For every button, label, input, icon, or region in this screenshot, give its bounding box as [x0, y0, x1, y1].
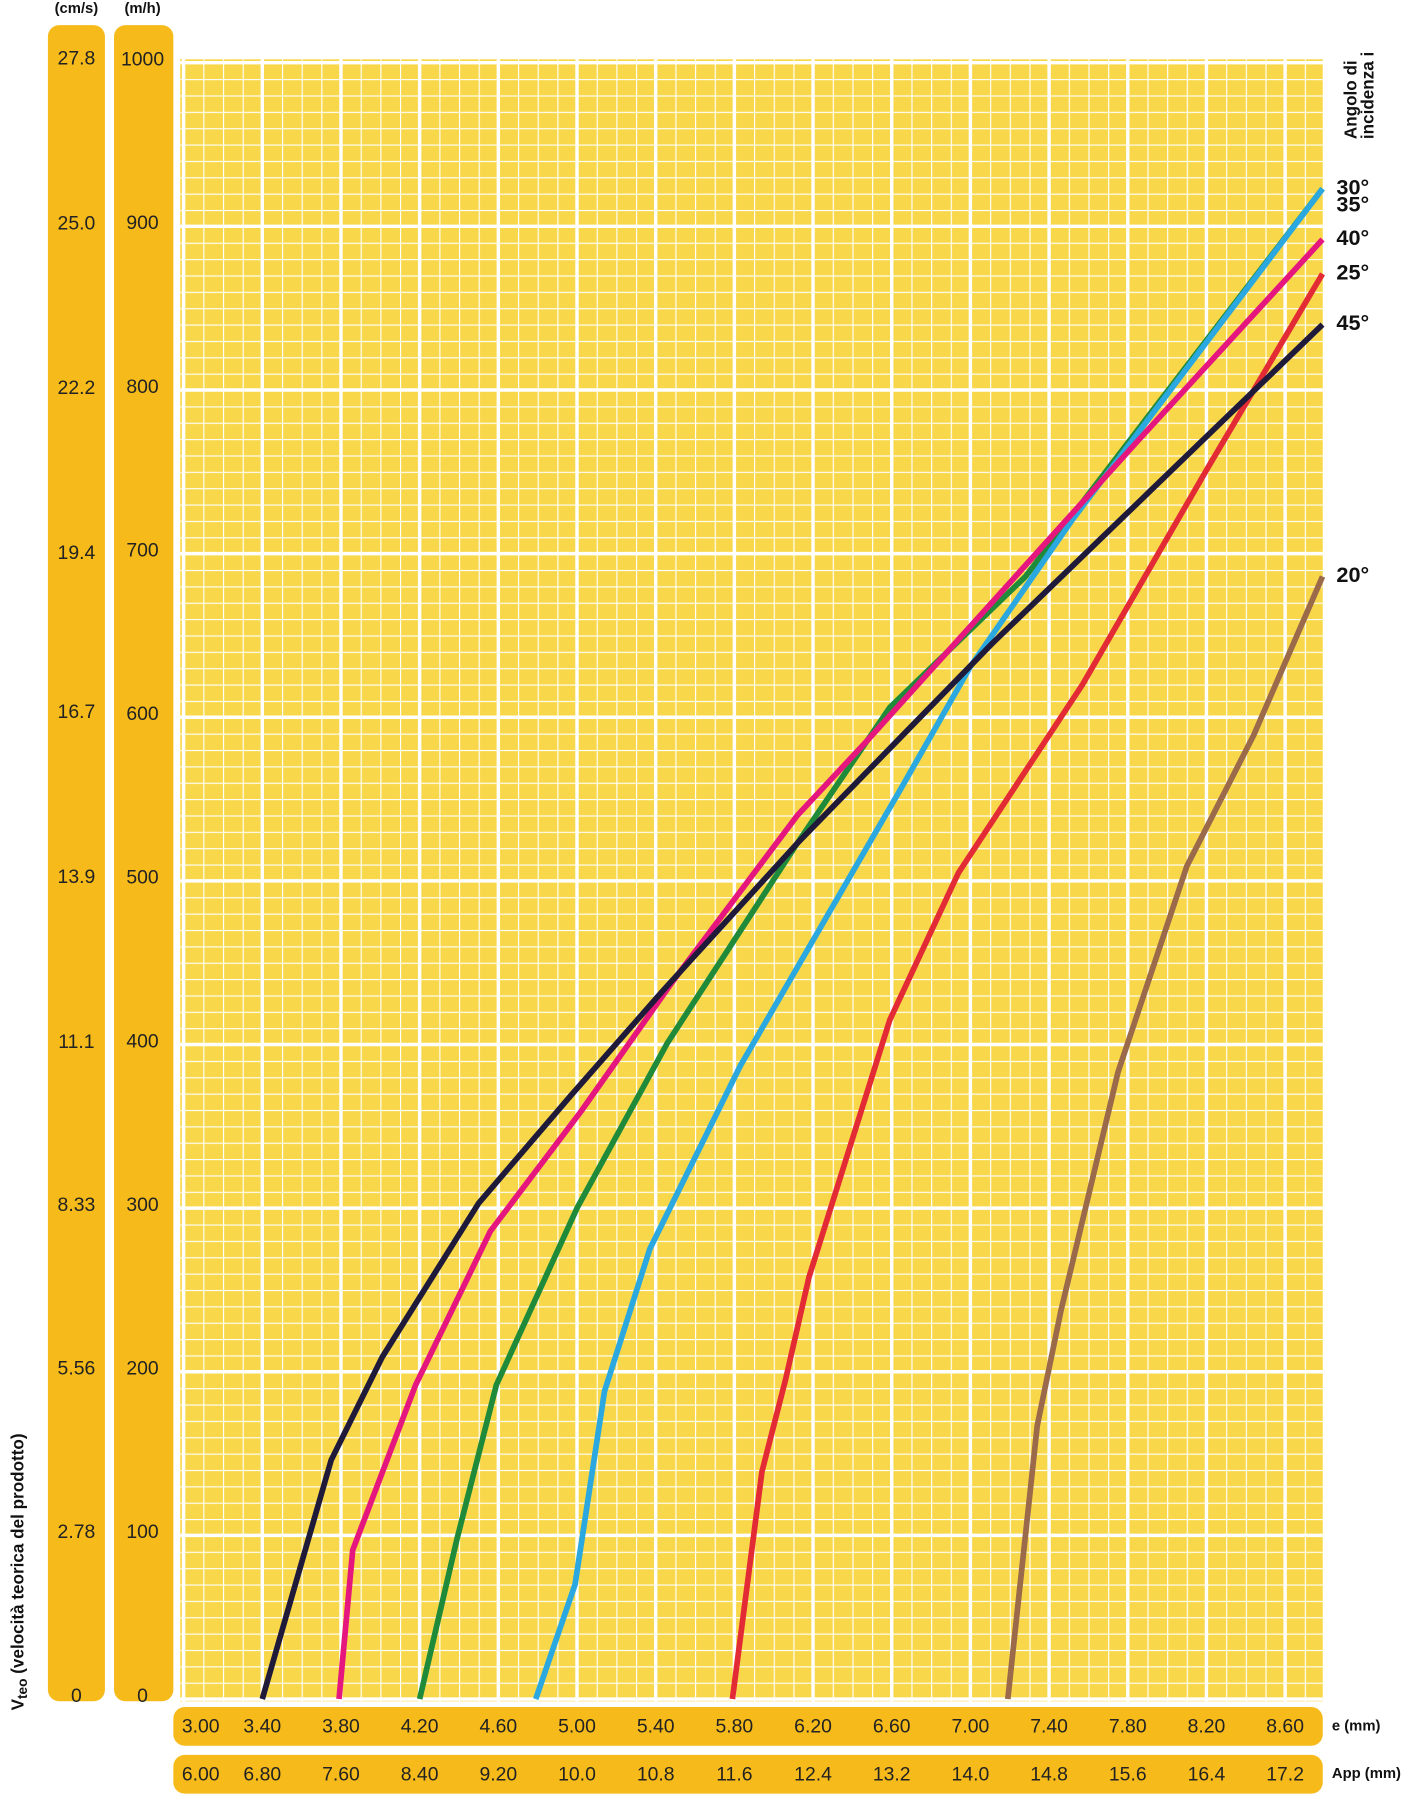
y-tick-label: 900 — [126, 212, 159, 234]
x-tick-label: 3.40 — [243, 1716, 281, 1738]
x2-tick-label: 8.40 — [401, 1764, 439, 1786]
x-tick-label: 7.40 — [1030, 1716, 1068, 1738]
y-tick-label: 700 — [126, 539, 159, 561]
x-tick-label: 3.80 — [322, 1716, 360, 1738]
y-label-rest: (velocità teorica del prodotto) — [8, 1433, 27, 1678]
y-axis-panel — [114, 25, 174, 1702]
x2-tick-label: 10.0 — [558, 1764, 596, 1786]
y2-tick-label: 5.56 — [58, 1357, 96, 1379]
x-tick-label: 4.60 — [479, 1716, 517, 1738]
x2-tick-label: 14.0 — [952, 1764, 990, 1786]
x2-tick-label: 15.6 — [1109, 1764, 1147, 1786]
y-tick-label: 200 — [126, 1358, 159, 1380]
legend-title-line: incidenza i — [1358, 52, 1377, 139]
x-tick-label: 7.80 — [1109, 1716, 1147, 1738]
x-tick-label: 5.80 — [716, 1716, 754, 1738]
x-tick-label: 3.00 — [182, 1716, 220, 1738]
x-tick-label: 8.60 — [1266, 1716, 1304, 1738]
y2-tick-label: 22.2 — [58, 377, 96, 399]
y-tick-label: 500 — [126, 867, 159, 889]
y2-tick-label: 8.33 — [58, 1194, 96, 1216]
series-line — [533, 186, 1325, 1700]
series-line — [416, 186, 1325, 1700]
x2-tick-label: 16.4 — [1188, 1764, 1226, 1786]
y-tick-label: 800 — [126, 376, 159, 398]
x2-tick-label: 17.2 — [1266, 1764, 1304, 1786]
y-tick-label: 300 — [126, 1194, 159, 1216]
x2-tick-label: 10.8 — [637, 1764, 675, 1786]
legend-label: 25° — [1336, 260, 1369, 285]
series-line — [259, 322, 1325, 1700]
x-tick-label: 8.20 — [1188, 1716, 1226, 1738]
legend-label: 40° — [1336, 225, 1369, 250]
y-tick-label: 0 — [137, 1685, 148, 1707]
x2-tick-label: 12.4 — [794, 1764, 832, 1786]
legend-label: 20° — [1336, 562, 1369, 587]
y2-tick-label: 13.9 — [58, 866, 96, 888]
x-tick-label: 4.20 — [401, 1716, 439, 1738]
x2-tick-label: 14.8 — [1030, 1764, 1068, 1786]
y-unit: (m/h) — [124, 1, 160, 17]
y-tick-label: 600 — [126, 703, 159, 725]
legend-title-line: Angolo di — [1341, 60, 1360, 139]
y-axis-label: Vteo (velocità teorica del prodotto) — [8, 1433, 30, 1710]
x2-tick-label: 13.2 — [873, 1764, 911, 1786]
y2-tick-label: 16.7 — [58, 701, 96, 723]
x2-tick-label: 6.00 — [182, 1764, 220, 1786]
y-tick-label: 100 — [126, 1521, 159, 1543]
y-tick-label: 400 — [126, 1030, 159, 1052]
series-line — [1004, 575, 1326, 1700]
y-tick-label: 1000 — [121, 49, 164, 71]
series-line — [336, 237, 1325, 1700]
y-label-main: V — [8, 1698, 27, 1710]
y-label-sub: teo — [14, 1679, 29, 1700]
legend-label: 45° — [1336, 310, 1369, 335]
y2-tick-label: 2.78 — [58, 1521, 96, 1543]
legend-label: 35° — [1336, 192, 1369, 217]
x-tick-label: 5.40 — [637, 1716, 675, 1738]
x-axis-panel — [173, 1707, 1323, 1746]
x2-tick-label: 11.6 — [716, 1764, 752, 1786]
legend-label: 30° — [1336, 174, 1369, 199]
y2-axis-panel — [47, 25, 105, 1702]
y2-unit: (cm/s) — [55, 1, 99, 17]
x2-axis-label: App (mm) — [1332, 1766, 1401, 1782]
series-line — [729, 272, 1325, 1700]
x-axis-label: e (mm) — [1332, 1718, 1381, 1734]
x2-tick-label: 7.60 — [322, 1764, 360, 1786]
legend-title: Angolo diincidenza i — [1341, 52, 1377, 139]
x-tick-label: 5.00 — [558, 1716, 596, 1738]
y2-tick-label: 0 — [71, 1685, 82, 1707]
x2-tick-label: 9.20 — [479, 1764, 517, 1786]
x-tick-label: 6.60 — [873, 1716, 911, 1738]
y2-tick-label: 25.0 — [58, 212, 96, 234]
x2-tick-label: 6.80 — [243, 1764, 281, 1786]
y2-tick-label: 27.8 — [58, 47, 96, 69]
y2-tick-label: 11.1 — [58, 1031, 94, 1053]
y2-tick-label: 19.4 — [58, 542, 96, 564]
x2-axis-panel — [173, 1754, 1323, 1794]
x-tick-label: 7.00 — [952, 1716, 990, 1738]
x-tick-label: 6.20 — [794, 1716, 832, 1738]
